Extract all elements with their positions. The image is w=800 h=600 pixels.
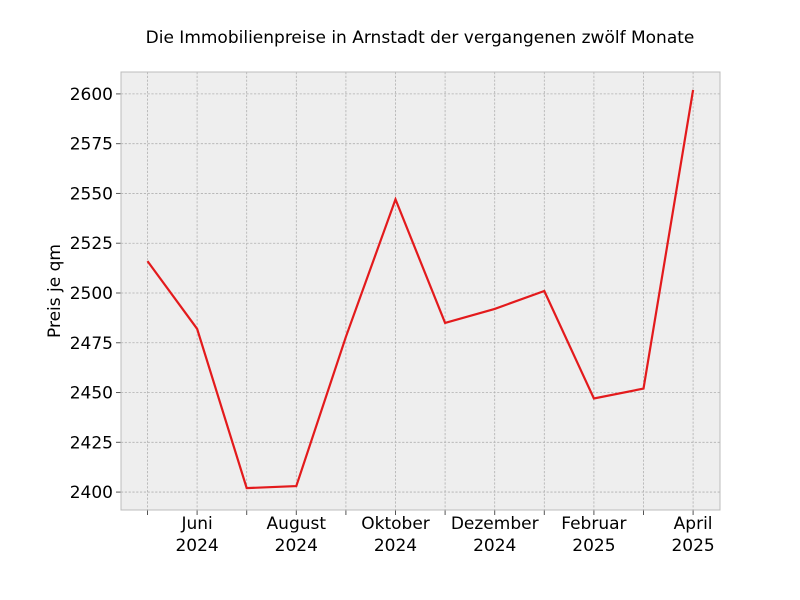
grid-layer	[121, 72, 720, 510]
y-axis-label: Preis je qm	[45, 244, 65, 338]
x-tick-label: Juni 2024	[175, 514, 218, 556]
y-tick-label: 2475	[70, 334, 113, 354]
x-tick-label: Dezember 2024	[451, 514, 539, 556]
ticks-layer	[116, 93, 694, 515]
y-tick-label: 2600	[70, 85, 113, 105]
y-tick-label: 2550	[70, 184, 113, 204]
chart-title: Die Immobilienpreise in Arnstadt der ver…	[146, 28, 695, 48]
y-tick-label: 2425	[70, 433, 113, 453]
y-tick-label: 2400	[70, 483, 113, 503]
y-tick-label: 2525	[70, 234, 113, 254]
y-tick-label: 2500	[70, 284, 113, 304]
y-tick-label: 2450	[70, 384, 113, 404]
x-tick-label: Februar 2025	[561, 514, 626, 556]
tick-labels: 2400 2425 2450 2475 2500 2525 2550 2575 2600 Juni…	[70, 85, 715, 556]
x-tick-label: Oktober 2024	[361, 514, 430, 556]
series-layer	[146, 89, 695, 490]
plot-frame	[120, 71, 721, 511]
series-line	[146, 89, 695, 490]
y-tick-label: 2575	[70, 135, 113, 155]
x-tick-label: April 2025	[671, 514, 714, 556]
plot-area	[121, 72, 720, 510]
x-tick-label: August 2024	[267, 514, 327, 556]
